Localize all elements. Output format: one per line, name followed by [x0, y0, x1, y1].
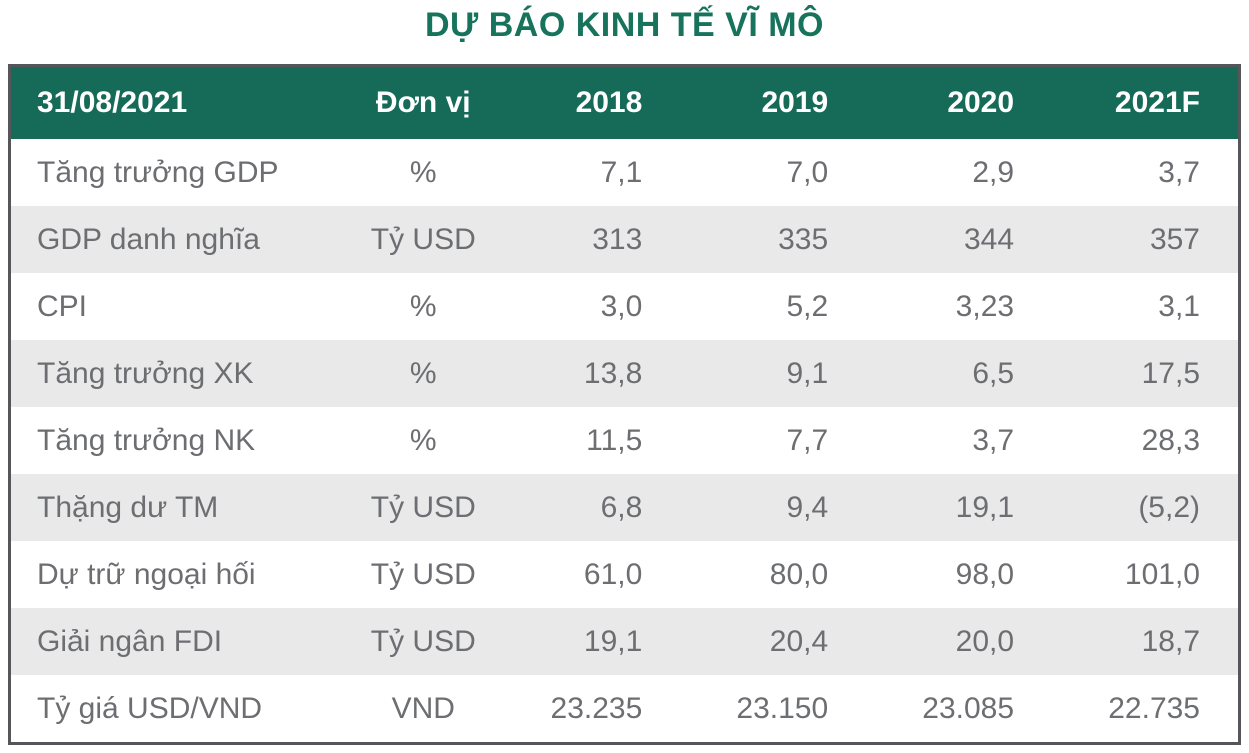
cell-2020: 23.085	[922, 691, 1015, 725]
cell-2018: 13,8	[583, 356, 643, 390]
cell-2021f: (5,2)	[1138, 490, 1200, 524]
cell-2021f: 357	[1149, 222, 1200, 256]
row-label: Tỷ giá USD/VND	[37, 691, 263, 725]
macro-table: 31/08/2021 Đơn vị 2018 2019 2020 2021F T…	[11, 67, 1238, 742]
row-label: Thặng dư TM	[37, 490, 219, 524]
table-row-trade-surplus: Thặng dư TM Tỷ USD 6,8 9,4 19,1 (5,2)	[11, 474, 1238, 541]
cell-2018: 11,5	[586, 423, 643, 457]
cell-2021f: 3,1	[1158, 289, 1200, 323]
row-unit: %	[409, 289, 437, 323]
table-row-import-growth: Tăng trưởng NK % 11,5 7,7 3,7 28,3	[11, 407, 1238, 474]
row-label: Tăng trưởng NK	[37, 423, 256, 457]
header-year-2020: 2020	[866, 67, 1053, 139]
table-row-usd-vnd-rate: Tỷ giá USD/VND VND 23.235 23.150 23.085 …	[11, 675, 1238, 742]
row-unit: %	[409, 423, 437, 457]
cell-2018: 7,1	[600, 155, 643, 189]
cell-2020: 3,23	[955, 289, 1015, 323]
row-label: Tăng trưởng XK	[37, 356, 254, 390]
cell-2020: 98,0	[955, 557, 1015, 591]
cell-2020: 6,5	[972, 356, 1015, 390]
table-row-export-growth: Tăng trưởng XK % 13,8 9,1 6,5 17,5	[11, 340, 1238, 407]
cell-2018: 313	[592, 222, 643, 256]
table-row-fdi-disbursement: Giải ngân FDI Tỷ USD 19,1 20,4 20,0 18,7	[11, 608, 1238, 675]
row-label: Giải ngân FDI	[37, 624, 223, 658]
header-as-of-date: 31/08/2021	[11, 67, 353, 139]
cell-2021f: 28,3	[1141, 423, 1200, 457]
row-unit: Tỷ USD	[370, 624, 476, 658]
row-label: GDP danh nghĩa	[37, 222, 260, 256]
table-row-nominal-gdp: GDP danh nghĩa Tỷ USD 313 335 344 357	[11, 206, 1238, 273]
row-unit: Tỷ USD	[370, 222, 476, 256]
cell-2019: 9,4	[786, 490, 829, 524]
cell-2018: 61,0	[583, 557, 643, 591]
cell-2021f: 3,7	[1158, 155, 1200, 189]
table-row-gdp-growth: Tăng trưởng GDP % 7,1 7,0 2,9 3,7	[11, 139, 1238, 206]
cell-2018: 6,8	[600, 490, 643, 524]
header-year-2021f: 2021F	[1052, 67, 1238, 139]
row-label: Tăng trưởng GDP	[37, 155, 279, 189]
cell-2021f: 101,0	[1124, 557, 1200, 591]
cell-2019: 7,0	[786, 155, 829, 189]
cell-2020: 344	[964, 222, 1015, 256]
cell-2019: 9,1	[786, 356, 829, 390]
cell-2020: 19,1	[955, 490, 1015, 524]
row-unit: Tỷ USD	[370, 557, 476, 591]
cell-2021f: 17,5	[1141, 356, 1200, 390]
header-year-2019: 2019	[680, 67, 867, 139]
cell-2020: 3,7	[972, 423, 1015, 457]
cell-2019: 23.150	[736, 691, 829, 725]
cell-2018: 3,0	[600, 289, 643, 323]
header-unit: Đơn vị	[352, 67, 495, 139]
table-header-row: 31/08/2021 Đơn vị 2018 2019 2020 2021F	[11, 67, 1238, 139]
cell-2021f: 22.735	[1108, 691, 1200, 725]
cell-2019: 335	[778, 222, 829, 256]
page-title: DỰ BÁO KINH TẾ VĨ MÔ	[425, 6, 824, 44]
cell-2019: 20,4	[769, 624, 829, 658]
row-label: CPI	[37, 289, 88, 323]
header-year-2018: 2018	[494, 67, 681, 139]
cell-2019: 7,7	[786, 423, 829, 457]
cell-2020: 20,0	[955, 624, 1015, 658]
cell-2019: 5,2	[786, 289, 829, 323]
cell-2018: 23.235	[550, 691, 643, 725]
row-unit: Tỷ USD	[370, 490, 476, 524]
row-unit: %	[409, 155, 437, 189]
row-unit: VND	[391, 691, 455, 725]
cell-2019: 80,0	[769, 557, 829, 591]
row-unit: %	[409, 356, 437, 390]
cell-2020: 2,9	[972, 155, 1015, 189]
table-row-fx-reserves: Dự trữ ngoại hối Tỷ USD 61,0 80,0 98,0 1…	[11, 541, 1238, 608]
cell-2021f: 18,7	[1141, 624, 1200, 658]
row-label: Dự trữ ngoại hối	[37, 557, 256, 591]
macro-forecast-table: 31/08/2021 Đơn vị 2018 2019 2020 2021F T…	[8, 64, 1241, 745]
table-row-cpi: CPI % 3,0 5,2 3,23 3,1	[11, 273, 1238, 340]
cell-2018: 19,1	[583, 624, 643, 658]
